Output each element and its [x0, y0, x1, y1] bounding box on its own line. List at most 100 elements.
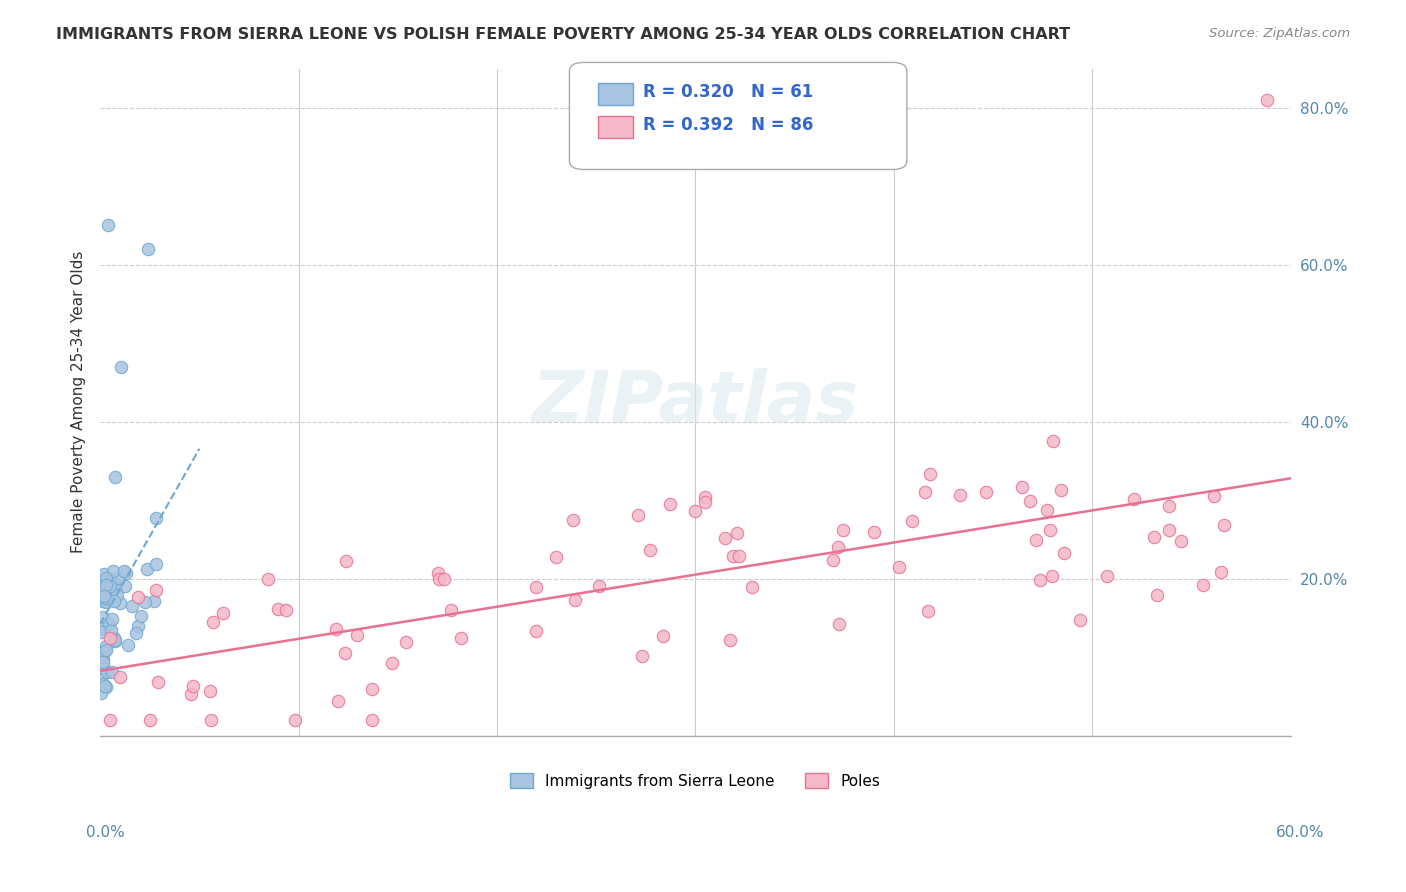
Poles: [284, 713, 307, 727]
Poles: [976, 484, 998, 499]
Poles: [832, 523, 855, 537]
Immigrants from Sierra Leone: [91, 653, 114, 667]
Immigrants from Sierra Leone: [91, 572, 114, 586]
Poles: [1204, 489, 1226, 503]
Poles: [546, 549, 568, 564]
Immigrants from Sierra Leone: [104, 469, 127, 483]
Poles: [98, 631, 121, 645]
Immigrants from Sierra Leone: [98, 573, 121, 587]
Poles: [1143, 530, 1166, 544]
Immigrants from Sierra Leone: [104, 575, 127, 590]
Poles: [267, 602, 290, 616]
Immigrants from Sierra Leone: [136, 242, 159, 256]
Poles: [1159, 523, 1181, 537]
Poles: [180, 686, 202, 700]
Poles: [1036, 503, 1059, 517]
Immigrants from Sierra Leone: [107, 571, 129, 585]
Poles: [887, 559, 910, 574]
Poles: [901, 514, 924, 528]
Poles: [139, 713, 162, 727]
Poles: [914, 484, 936, 499]
Immigrants from Sierra Leone: [110, 359, 132, 374]
Immigrants from Sierra Leone: [101, 575, 124, 590]
Poles: [98, 713, 121, 727]
Immigrants from Sierra Leone: [93, 589, 115, 603]
Poles: [627, 508, 650, 522]
Poles: [127, 590, 149, 604]
Immigrants from Sierra Leone: [121, 599, 143, 613]
Poles: [274, 603, 297, 617]
Immigrants from Sierra Leone: [94, 591, 117, 606]
Poles: [181, 679, 204, 693]
Immigrants from Sierra Leone: [94, 643, 117, 657]
Immigrants from Sierra Leone: [115, 566, 138, 580]
Poles: [1212, 517, 1234, 532]
Poles: [693, 490, 716, 504]
Poles: [110, 671, 132, 685]
Poles: [828, 617, 851, 632]
Immigrants from Sierra Leone: [93, 567, 115, 582]
Immigrants from Sierra Leone: [96, 665, 118, 679]
Poles: [361, 713, 384, 727]
Immigrants from Sierra Leone: [145, 557, 167, 571]
Text: 0.0%: 0.0%: [86, 825, 125, 840]
Poles: [361, 682, 384, 697]
Poles: [863, 525, 886, 540]
Poles: [335, 646, 357, 660]
Immigrants from Sierra Leone: [114, 579, 136, 593]
Poles: [1095, 569, 1118, 583]
Poles: [394, 635, 416, 649]
Poles: [1039, 524, 1062, 538]
Poles: [741, 580, 763, 594]
Immigrants from Sierra Leone: [93, 655, 115, 669]
Immigrants from Sierra Leone: [103, 631, 125, 645]
Poles: [1028, 573, 1050, 587]
Text: Source: ZipAtlas.com: Source: ZipAtlas.com: [1209, 27, 1350, 40]
Immigrants from Sierra Leone: [103, 593, 125, 607]
Poles: [725, 526, 748, 541]
Poles: [427, 572, 450, 586]
Poles: [202, 615, 225, 629]
Poles: [325, 622, 347, 636]
Y-axis label: Female Poverty Among 25-34 Year Olds: Female Poverty Among 25-34 Year Olds: [72, 251, 86, 553]
Poles: [1040, 568, 1063, 582]
Immigrants from Sierra Leone: [100, 665, 122, 679]
Poles: [148, 674, 170, 689]
Immigrants from Sierra Leone: [105, 588, 128, 602]
Poles: [651, 629, 673, 643]
Immigrants from Sierra Leone: [94, 639, 117, 653]
Poles: [524, 580, 547, 594]
Poles: [728, 549, 751, 563]
Immigrants from Sierra Leone: [97, 219, 120, 233]
Poles: [723, 549, 745, 563]
Poles: [1050, 483, 1073, 497]
Poles: [718, 632, 741, 647]
Legend: Immigrants from Sierra Leone, Poles: Immigrants from Sierra Leone, Poles: [505, 766, 887, 795]
Poles: [1011, 480, 1033, 494]
Poles: [827, 540, 849, 554]
Poles: [1042, 434, 1064, 448]
Immigrants from Sierra Leone: [117, 638, 139, 652]
Poles: [256, 572, 278, 586]
Immigrants from Sierra Leone: [104, 633, 127, 648]
Immigrants from Sierra Leone: [93, 661, 115, 675]
Poles: [918, 467, 941, 482]
Immigrants from Sierra Leone: [90, 583, 112, 598]
Immigrants from Sierra Leone: [129, 609, 152, 624]
Poles: [917, 604, 939, 618]
Poles: [335, 554, 357, 568]
Text: R = 0.392   N = 86: R = 0.392 N = 86: [643, 116, 813, 134]
Immigrants from Sierra Leone: [94, 595, 117, 609]
Poles: [440, 603, 463, 617]
Immigrants from Sierra Leone: [91, 593, 114, 607]
Immigrants from Sierra Leone: [90, 591, 112, 605]
Poles: [1170, 534, 1192, 549]
Poles: [1123, 491, 1146, 506]
Immigrants from Sierra Leone: [127, 619, 149, 633]
Immigrants from Sierra Leone: [90, 685, 112, 699]
Immigrants from Sierra Leone: [112, 565, 135, 579]
Immigrants from Sierra Leone: [134, 595, 156, 609]
Poles: [381, 656, 404, 670]
Poles: [562, 513, 585, 527]
Poles: [638, 542, 661, 557]
